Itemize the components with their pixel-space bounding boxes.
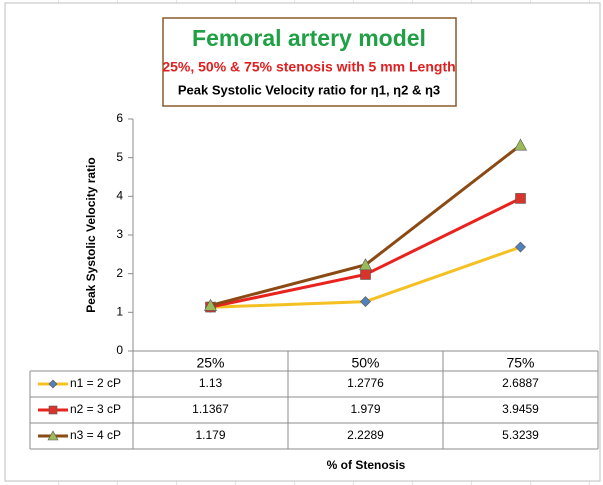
table-value: 2.2289 (347, 428, 384, 442)
marker (203, 298, 218, 311)
legend-label: n1 = 2 cP (70, 376, 121, 390)
x-tick-label: 25% (196, 355, 224, 371)
chart-title: Femoral artery model (192, 25, 426, 51)
y-tick-label: 1 (116, 305, 123, 319)
legend-label: n3 = 4 cP (70, 428, 121, 442)
chart-subtitle: Peak Systolic Velocity ratio for η1, η2 … (178, 82, 440, 97)
table-value: 1.1367 (192, 402, 229, 416)
x-tick-label: 50% (351, 355, 379, 371)
table-value: 1.13 (199, 376, 223, 390)
chart-subtitle: 25%, 50% & 75% stenosis with 5 mm Length (162, 59, 455, 75)
marker (358, 258, 373, 271)
legend-marker (48, 405, 58, 415)
y-tick-label: 4 (116, 189, 123, 203)
table-value: 2.6887 (502, 376, 539, 390)
y-tick-label: 6 (116, 111, 123, 125)
x-tick-label: 75% (506, 355, 534, 371)
y-tick-label: 2 (116, 266, 123, 280)
marker (515, 193, 526, 204)
y-tick-label: 5 (116, 150, 123, 164)
table-value: 1.179 (195, 428, 225, 442)
marker (360, 269, 371, 280)
marker (515, 241, 526, 253)
legend-marker (48, 379, 58, 389)
legend-label: n2 = 3 cP (70, 402, 121, 416)
marker (513, 138, 528, 151)
x-axis-label: % of Stenosis (327, 458, 406, 472)
y-tick-label: 0 (116, 343, 123, 357)
table-value: 5.3239 (502, 428, 539, 442)
table-value: 1.979 (350, 402, 380, 416)
table-value: 3.9459 (502, 402, 539, 416)
marker (360, 296, 371, 308)
table-value: 1.2776 (347, 376, 384, 390)
title-box (162, 17, 457, 107)
legend-marker (47, 430, 59, 441)
y-axis-label: Peak Systolic Velocity ratio (84, 157, 98, 312)
y-tick-label: 3 (116, 227, 123, 241)
